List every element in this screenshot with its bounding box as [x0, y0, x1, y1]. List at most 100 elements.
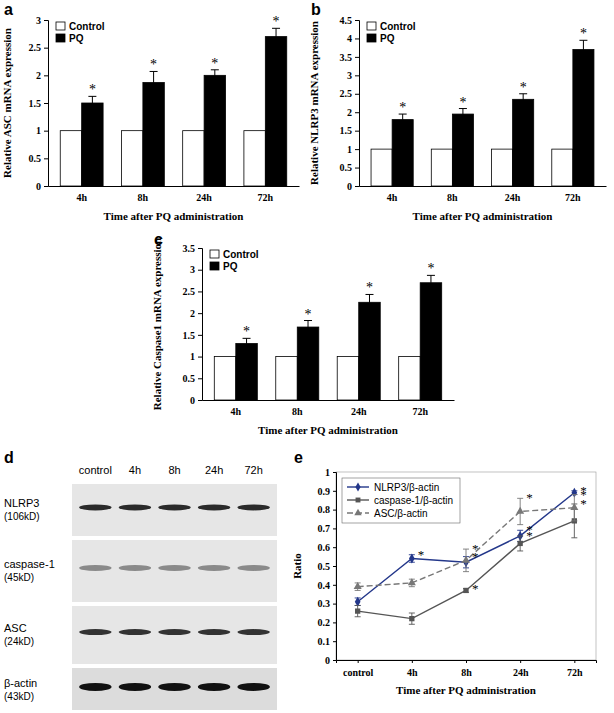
error-bar [243, 338, 251, 348]
tick-label: 8h [447, 192, 458, 203]
tick-label: 3.5 [183, 243, 196, 254]
significance: * [418, 547, 425, 562]
axis-line [355, 21, 360, 187]
bar [552, 149, 573, 186]
tick-mark [198, 270, 202, 271]
significance: * [580, 26, 587, 41]
significance: * [580, 487, 587, 502]
tick-mark [412, 660, 413, 663]
tick-label: 0.5 [318, 561, 331, 572]
plot-frame [336, 472, 596, 660]
blot-strip [72, 606, 277, 664]
bar [399, 357, 421, 400]
y-tick: 0.5 [183, 373, 203, 384]
bar [359, 302, 381, 400]
tick-label: 0.1 [318, 636, 331, 647]
bar [183, 131, 204, 186]
error-bar [272, 28, 280, 45]
panel-label: b [311, 1, 321, 18]
x-tick: 72h [565, 186, 581, 203]
legend-box [342, 478, 460, 523]
bar-chart: ****00.511.522.533.544.54h8h24h72hTime a… [308, 15, 607, 222]
x-tick: 24h [513, 660, 529, 678]
y-tick: 0.5 [340, 162, 360, 173]
blot-strip [72, 484, 277, 536]
bar [420, 283, 442, 400]
legend-label: PQ [223, 261, 238, 272]
lane-label: 8h [168, 464, 180, 476]
blot-band [198, 565, 230, 571]
blot-band [158, 504, 190, 510]
blot-band [237, 683, 269, 691]
x-axis-title: Time after PQ administration [413, 210, 553, 222]
tick-mark [198, 291, 202, 292]
tick-label: 3 [190, 264, 195, 275]
row-size: (45kD) [4, 572, 34, 583]
tick-label: 4h [387, 192, 398, 203]
blot-strip [72, 668, 277, 710]
tick-label: 3.5 [340, 52, 353, 63]
plot-area [60, 28, 287, 186]
tick-mark [44, 48, 48, 49]
bar [143, 83, 164, 186]
blot-band [198, 683, 230, 691]
y-tick: 2 [36, 70, 48, 81]
x-tick: 24h [505, 186, 521, 203]
lane-label: 72h [244, 464, 262, 476]
point [518, 541, 523, 546]
x-tick: 4h [387, 186, 398, 203]
y-tick: 3 [36, 15, 48, 26]
row-label: NLRP3 [4, 497, 39, 509]
x-tick: control [343, 660, 374, 678]
tick-label: 1.5 [183, 330, 196, 341]
blot-band [79, 683, 111, 691]
y-tick: 2.5 [29, 42, 49, 53]
y-tick: 1 [347, 144, 359, 155]
tick-label: 4 [347, 33, 352, 44]
tick-label: 0 [347, 181, 352, 192]
legend-label: Control [223, 249, 259, 260]
y-axis-title: Relative NLRP3 mRNA expression [308, 21, 320, 185]
bar-chart: ****00.511.522.534h8h24h72hTime after PQ… [1, 14, 300, 222]
significance: * [526, 490, 533, 505]
tick-mark [355, 186, 359, 187]
axis-line [198, 249, 203, 401]
blot-band [237, 565, 269, 571]
y-tick: 0.5 [318, 561, 337, 572]
tick-label: 72h [412, 406, 428, 417]
bar [513, 99, 534, 186]
tick-mark [333, 604, 336, 605]
y-tick: 0.3 [318, 598, 337, 609]
y-tick: 2.5 [183, 286, 203, 297]
bar [60, 131, 81, 186]
axis-line [337, 661, 597, 664]
tick-mark [358, 660, 359, 663]
significance: * [472, 541, 479, 556]
tick-label: 1 [325, 467, 330, 478]
bar [244, 131, 265, 186]
tick-label: 24h [351, 406, 367, 417]
error-bar [517, 536, 523, 551]
significance: * [211, 56, 218, 71]
plot-area [354, 488, 579, 625]
x-tick: 8h [138, 186, 149, 203]
series-line [358, 521, 575, 619]
tick-mark [333, 491, 336, 492]
blot-strip [72, 540, 277, 602]
x-axis: 4h8h24h72h [203, 400, 455, 417]
tick-mark [355, 75, 359, 76]
tick-label: 2 [190, 308, 195, 319]
tick-label: 0.8 [318, 504, 331, 515]
significance: * [427, 261, 434, 276]
row-label: ASC [4, 622, 27, 634]
bar [214, 357, 236, 400]
tick-label: 0.9 [318, 486, 331, 497]
tick-label: 1 [190, 351, 195, 362]
blot-band [119, 504, 151, 510]
y-axis: 00.511.522.533.544.5 [340, 15, 360, 192]
legend: ControlPQ [210, 249, 259, 272]
tick-mark [198, 313, 202, 314]
tick-label: 0.2 [318, 617, 331, 628]
error-bar [579, 40, 587, 58]
tick-mark [355, 168, 359, 169]
